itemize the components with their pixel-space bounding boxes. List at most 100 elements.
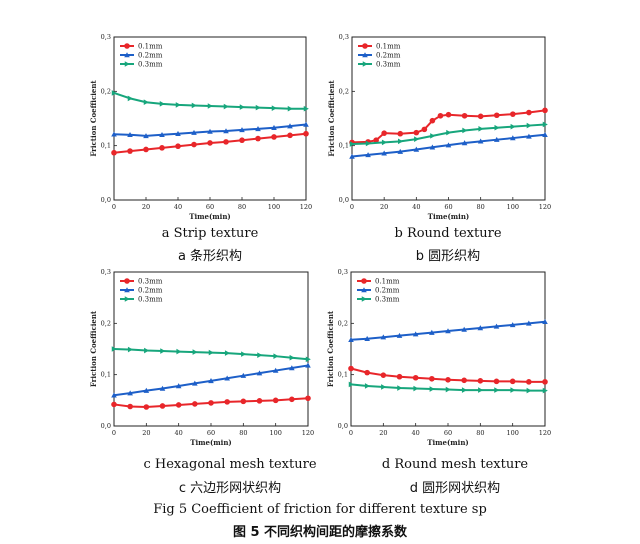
data-point (461, 387, 467, 393)
caption-b-zh: b 圆形织构 (415, 249, 481, 264)
data-point (239, 137, 245, 144)
data-point (526, 320, 532, 326)
y-tick-label: 0,2 (338, 319, 348, 327)
data-point (494, 387, 500, 393)
caption-c-en: c Hexagonal mesh texture (143, 457, 317, 472)
series-2 (111, 121, 309, 139)
data-point (445, 328, 451, 334)
data-point (398, 138, 404, 145)
data-point (348, 336, 354, 342)
data-point (373, 137, 379, 144)
data-point (240, 372, 247, 378)
series-3 (349, 121, 548, 147)
data-point (526, 122, 532, 129)
data-point (207, 140, 213, 146)
data-point (445, 142, 452, 148)
y-axis-label: Friction Coefficient (89, 80, 98, 157)
data-point (255, 126, 261, 132)
data-point (381, 139, 387, 146)
data-point (111, 149, 117, 156)
data-point (143, 133, 149, 139)
y-tick-label: 0,1 (101, 142, 111, 150)
data-point (542, 107, 548, 114)
x-tick-label: 100 (507, 203, 519, 211)
data-point (239, 104, 245, 110)
data-point (397, 148, 404, 154)
y-axis-label: Friction Coefficient (327, 80, 336, 157)
data-point (241, 351, 247, 357)
x-tick-label: 60 (207, 429, 215, 437)
data-point (421, 126, 428, 133)
data-point (542, 379, 548, 385)
y-tick-label: 0,3 (338, 268, 348, 276)
series-3 (111, 346, 311, 363)
data-point (493, 136, 500, 142)
x-tick-label: 0 (112, 203, 116, 211)
data-point (223, 128, 229, 134)
data-point (111, 346, 117, 352)
data-point (272, 397, 279, 404)
x-tick-label: 80 (477, 203, 485, 211)
data-point (223, 103, 229, 110)
data-point (144, 347, 150, 354)
data-point (271, 124, 277, 130)
data-point (445, 111, 452, 118)
data-point (365, 140, 371, 147)
data-point (223, 139, 229, 145)
data-point (127, 390, 133, 396)
data-point (349, 141, 355, 147)
data-point (478, 387, 484, 393)
legend-label: 0.3mm (376, 61, 401, 69)
data-point (271, 105, 277, 111)
data-point (256, 398, 263, 404)
data-point (127, 346, 133, 353)
data-point (127, 132, 133, 138)
x-tick-label: 120 (302, 429, 314, 437)
data-point (380, 334, 387, 340)
x-tick-label: 100 (268, 203, 280, 211)
x-tick-label: 0 (350, 203, 354, 211)
x-tick-label: 40 (412, 203, 420, 211)
series-line (351, 109, 546, 144)
data-point (461, 112, 468, 119)
data-point (381, 384, 387, 390)
data-point (257, 352, 263, 358)
chart-c: 0 20 40 60 80 100 120 0,0 0,1 0,2 0,3 Time(min) Fric… (89, 268, 314, 447)
data-point (429, 144, 436, 150)
data-point (429, 386, 435, 392)
data-point (289, 354, 295, 361)
legend-label: 0.3mm (375, 296, 400, 304)
caption-c-zh: c 六边形网状织构 (178, 481, 282, 496)
y-tick-label: 0,3 (101, 33, 111, 41)
data-point (380, 372, 387, 378)
x-tick-label: 120 (539, 429, 551, 437)
data-point (414, 136, 420, 142)
x-tick-label: 100 (269, 429, 281, 437)
data-point (413, 146, 420, 152)
y-tick-label: 0,1 (339, 142, 349, 150)
data-point (430, 133, 436, 139)
data-point (289, 396, 295, 403)
x-tick-label: 60 (444, 429, 452, 437)
y-tick-label: 0,0 (101, 422, 111, 430)
data-point (175, 130, 181, 136)
data-point (208, 349, 214, 356)
data-point (397, 130, 404, 137)
data-point (349, 153, 355, 159)
data-point (509, 322, 516, 328)
data-point (239, 127, 245, 133)
x-tick-label: 100 (506, 429, 518, 437)
data-point (493, 112, 500, 119)
legend-label: 0.3mm (138, 278, 163, 286)
legend-label: 0.3mm (138, 61, 163, 69)
data-point (192, 349, 198, 355)
data-point (445, 377, 451, 383)
caption-d-en: d Round mesh texture (381, 457, 529, 472)
data-point (510, 123, 516, 130)
legend-label: 0.1mm (376, 43, 401, 51)
data-point (273, 353, 279, 359)
legend-label: 0.2mm (138, 287, 163, 295)
data-point (224, 350, 230, 356)
